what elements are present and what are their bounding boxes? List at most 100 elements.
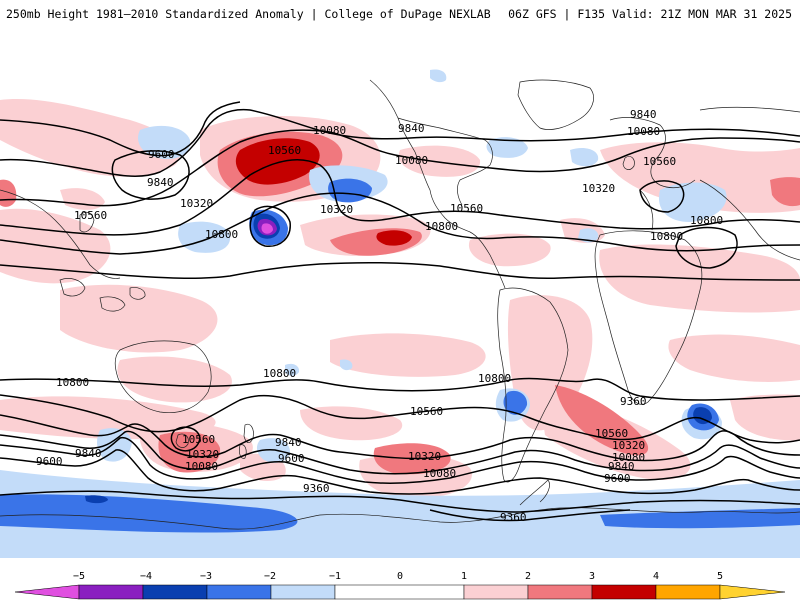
contour-9600-south [0, 449, 800, 495]
anomaly-region-neg1 [178, 221, 231, 253]
contour-label: 9600 [278, 452, 305, 465]
japan-coast [79, 211, 95, 233]
contour-label: 10560 [74, 209, 107, 222]
antarctic-peninsula [519, 479, 550, 506]
anomaly-region-pos1 [330, 333, 486, 377]
positive-anomaly-shading-3 [235, 138, 412, 246]
legend-swatch-zero [334, 584, 465, 600]
anomaly-region-neg2 [0, 494, 298, 533]
contour-9360 [0, 490, 800, 513]
contour-label: 10560 [643, 155, 676, 168]
anomaly-map: 9600 9840 10320 10560 10800 10080 10560 … [0, 40, 800, 558]
legend-tick: −5 [73, 571, 85, 582]
anomaly-region-pos1 [730, 394, 800, 441]
legend-tick: −4 [140, 571, 152, 582]
anomaly-region-neg1 [0, 470, 800, 558]
contour-closed-10560-europe [639, 180, 685, 213]
anomaly-region-neg2 [600, 508, 800, 529]
anomaly-region-neg1 [486, 137, 528, 158]
contour-label: 10320 [320, 203, 353, 216]
antarctica-coast [0, 507, 800, 530]
contour-label: 10080 [627, 125, 660, 138]
contour-10080-south [0, 430, 800, 475]
contour-label: 10800 [425, 220, 458, 233]
anomaly-region-neg3 [85, 495, 108, 504]
height-contours [0, 101, 800, 522]
contour-label: 9840 [608, 460, 635, 473]
negative-anomaly-shading-5 [261, 223, 273, 234]
legend-tick: −3 [200, 571, 212, 582]
legend-swatch-pos3 [591, 584, 657, 600]
legend-tick-labels: −5 −4 −3 −2 −1 0 1 2 3 4 5 [73, 571, 723, 582]
contour-label: 10800 [56, 376, 89, 389]
negative-anomaly-shading-2 [0, 178, 800, 533]
contour-label: 10800 [205, 228, 238, 241]
legend-swatch-neg4 [78, 584, 144, 600]
color-scale-legend: −5 −4 −3 −2 −1 0 1 2 3 4 5 [0, 568, 800, 600]
legend-swatch-pos2 [527, 584, 593, 600]
anomaly-region-neg1 [658, 182, 727, 222]
legend-swatch-neg3 [142, 584, 208, 600]
anomaly-region-pos1 [300, 406, 403, 441]
contour-label: 10320 [180, 197, 213, 210]
anomaly-region-pos2 [555, 385, 649, 456]
contour-label: 10320 [408, 450, 441, 463]
legend-swatch-neg1 [270, 584, 336, 600]
anomaly-region-pos3 [235, 138, 320, 185]
contour-10320-north [0, 159, 800, 236]
contour-closed-low-australia [170, 426, 201, 452]
contour-9840-south [0, 436, 800, 484]
contour-label: 9840 [630, 108, 657, 121]
legend-swatch-neg5 [14, 584, 80, 600]
africa-coast [594, 230, 703, 405]
legend-tick: 2 [525, 571, 531, 582]
contour-label: 10320 [186, 448, 219, 461]
contour-label: 9360 [620, 395, 647, 408]
anomaly-region-neg1 [340, 359, 353, 371]
australia-coast [114, 340, 212, 414]
anomaly-region-neg1 [430, 69, 447, 83]
anomaly-region-neg3 [693, 407, 712, 425]
legend-tick: 1 [461, 571, 467, 582]
contour-closed-9600 [111, 150, 190, 200]
anomaly-region-pos2 [770, 177, 800, 207]
anomaly-region-neg1 [578, 228, 599, 243]
contour-label: 9840 [398, 122, 425, 135]
contour-10080-north [0, 129, 800, 207]
anomaly-region-pos1 [0, 99, 180, 177]
anomaly-region-neg2 [503, 390, 528, 415]
contour-closed-low-pacific [249, 205, 291, 247]
contour-10560-north [0, 192, 800, 255]
model-run-info: 06Z GFS | F135 Valid: 21Z MON MAR 31 202… [508, 7, 792, 21]
anomaly-region-pos1 [117, 356, 232, 403]
anomaly-region-pos1 [468, 233, 551, 267]
contour-label: 10080 [185, 460, 218, 473]
legend-tick: 0 [397, 571, 403, 582]
contour-label: 10800 [650, 230, 683, 243]
legend-tick: 3 [589, 571, 595, 582]
anomaly-region-pos1 [60, 188, 105, 210]
map-title: 250mb Height 1981—2010 Standardized Anom… [6, 7, 491, 21]
contour-label: 10560 [595, 427, 628, 440]
south-america-coast [497, 287, 569, 483]
contour-label: 9840 [147, 176, 174, 189]
header-bar: 250mb Height 1981—2010 Standardized Anom… [0, 0, 800, 30]
contour-label: 10800 [690, 214, 723, 227]
contour-10560-south [0, 394, 800, 444]
contour-label: 9840 [75, 447, 102, 460]
uk-coast [622, 156, 635, 170]
contour-labels: 9600 9840 10320 10560 10800 10080 10560 … [36, 108, 723, 524]
legend-tick: 4 [653, 571, 659, 582]
greenland-coast [517, 79, 594, 130]
contour-9600-north [0, 101, 241, 157]
anomaly-region-pos1 [668, 334, 800, 382]
legend-swatch-pos1 [463, 584, 529, 600]
north-america-coast [369, 79, 506, 289]
contour-10320-south [0, 414, 800, 462]
contour-label: 10320 [612, 439, 645, 452]
anomaly-region-neg2 [328, 178, 372, 203]
contour-label: 10080 [423, 467, 456, 480]
contour-label: 10080 [313, 124, 346, 137]
legend-tick: 5 [717, 571, 723, 582]
contour-label: 9840 [275, 436, 302, 449]
